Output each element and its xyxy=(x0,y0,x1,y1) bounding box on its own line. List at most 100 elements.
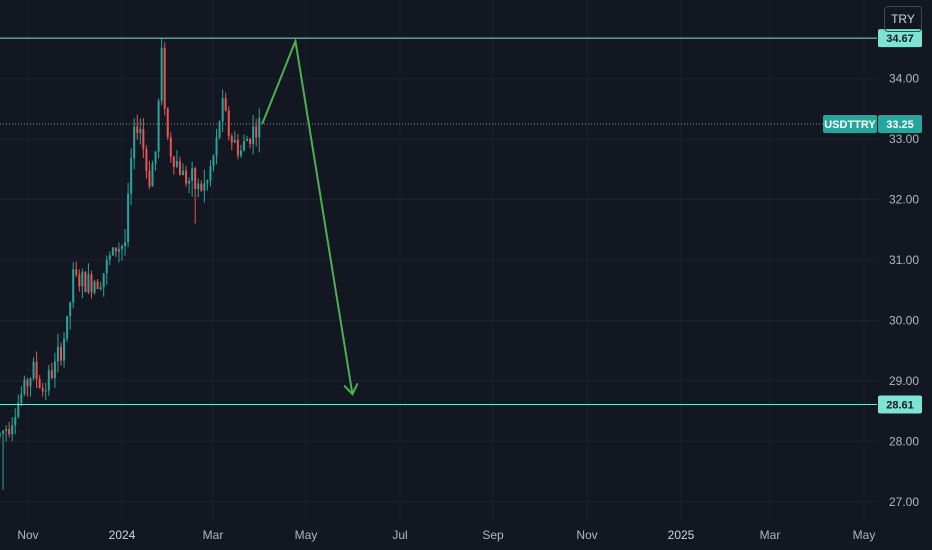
candle-body xyxy=(224,98,227,111)
candle-body xyxy=(172,156,175,167)
candle-body xyxy=(206,180,209,184)
candle-body xyxy=(78,274,81,287)
candle-body xyxy=(111,247,114,256)
candle-body xyxy=(81,271,84,287)
time-axis[interactable]: Nov 2024 Mar May Jul Sep Nov 2025 Mar May xyxy=(17,528,875,542)
projection-path[interactable] xyxy=(261,37,354,395)
candle-body xyxy=(239,150,242,156)
candle-body xyxy=(169,137,172,157)
candle-body xyxy=(154,151,157,164)
time-tick-label: Jul xyxy=(392,528,407,542)
candle-body xyxy=(145,148,148,171)
grid xyxy=(0,0,877,520)
candle-body xyxy=(26,379,29,387)
candle-body xyxy=(188,180,191,184)
candle-body xyxy=(108,255,111,260)
candle-body xyxy=(23,379,26,395)
candle-body xyxy=(5,429,8,431)
candle-body xyxy=(136,126,139,134)
price-tick-label: 34.00 xyxy=(889,72,919,86)
candle-body xyxy=(142,129,145,149)
candle-body xyxy=(87,274,90,293)
level-price-label: 28.61 xyxy=(886,400,914,412)
candle-body xyxy=(212,155,215,167)
candle-body xyxy=(8,429,11,435)
candle-body xyxy=(38,379,41,388)
candle-body xyxy=(255,126,258,138)
candle-body xyxy=(243,141,245,151)
candle-body xyxy=(53,361,56,378)
candle-body xyxy=(63,338,66,361)
candle-body xyxy=(105,259,108,274)
candlestick-series xyxy=(0,38,261,490)
candle-body xyxy=(72,269,75,303)
price-tick-label: 30.00 xyxy=(889,313,919,327)
candle-body xyxy=(35,361,38,380)
time-tick-label: 2025 xyxy=(668,528,695,542)
candle-body xyxy=(197,183,200,189)
level-price-tag[interactable] xyxy=(878,395,922,414)
price-tick-label: 31.00 xyxy=(889,253,919,267)
candle-body xyxy=(258,117,261,138)
candle-body xyxy=(29,378,32,387)
candle-body xyxy=(139,129,142,134)
candle-body xyxy=(249,139,252,145)
candle-body xyxy=(157,100,160,152)
currency-button[interactable]: TRY xyxy=(884,6,922,32)
price-tick-label: 33.00 xyxy=(889,132,919,146)
candle-body xyxy=(114,247,117,252)
candle-body xyxy=(215,137,218,156)
candle-body xyxy=(148,170,151,187)
candle-body xyxy=(96,281,99,290)
candle-body xyxy=(175,161,178,167)
price-axis[interactable]: 27.00 28.00 29.00 30.00 31.00 32.00 33.00 34.00… xyxy=(823,29,922,509)
candle-body xyxy=(191,168,194,181)
candle-body xyxy=(11,425,14,435)
candle-body xyxy=(252,126,255,145)
candle-body xyxy=(218,121,221,138)
candle-body xyxy=(163,47,166,109)
candle-body xyxy=(127,193,130,243)
candle-body xyxy=(50,370,53,378)
candle-body xyxy=(233,140,236,143)
candle-body xyxy=(124,242,127,247)
time-tick-label: Mar xyxy=(760,528,781,542)
candle-body xyxy=(203,183,206,191)
projection-arrow[interactable] xyxy=(261,37,359,396)
candle-body xyxy=(93,281,96,293)
horizontal-levels[interactable] xyxy=(0,37,877,406)
candle-body xyxy=(102,273,105,288)
candle-body xyxy=(17,402,20,417)
candle-body xyxy=(130,158,133,194)
candle-body xyxy=(160,47,163,101)
candle-body xyxy=(84,271,87,293)
candle-body xyxy=(47,370,50,391)
last-price-tag xyxy=(878,114,922,133)
candle-body xyxy=(2,430,5,434)
candle-body xyxy=(178,161,181,176)
candle-body xyxy=(60,346,62,361)
candle-body xyxy=(99,287,102,290)
candle-body xyxy=(227,110,230,137)
time-tick-label: Sep xyxy=(482,528,504,542)
candle-body xyxy=(32,361,35,379)
candle-body xyxy=(66,316,69,339)
candle-body xyxy=(194,168,197,189)
candle-body xyxy=(221,98,224,122)
candle-body xyxy=(209,166,212,181)
candle-body xyxy=(44,390,47,392)
level-price-tag[interactable] xyxy=(878,29,922,48)
candle-body xyxy=(182,170,184,176)
candle-body xyxy=(14,416,17,426)
time-tick-label: Nov xyxy=(576,528,597,542)
projection-arrowhead[interactable] xyxy=(343,382,359,396)
time-tick-label: Mar xyxy=(203,528,224,542)
candle-body xyxy=(151,163,154,187)
candle-body xyxy=(133,126,136,159)
time-tick-label: Nov xyxy=(17,528,38,542)
candle-body xyxy=(121,246,123,249)
time-tick-label: May xyxy=(295,528,318,542)
last-price-label: 33.25 xyxy=(886,119,914,131)
candle-body xyxy=(75,269,78,275)
